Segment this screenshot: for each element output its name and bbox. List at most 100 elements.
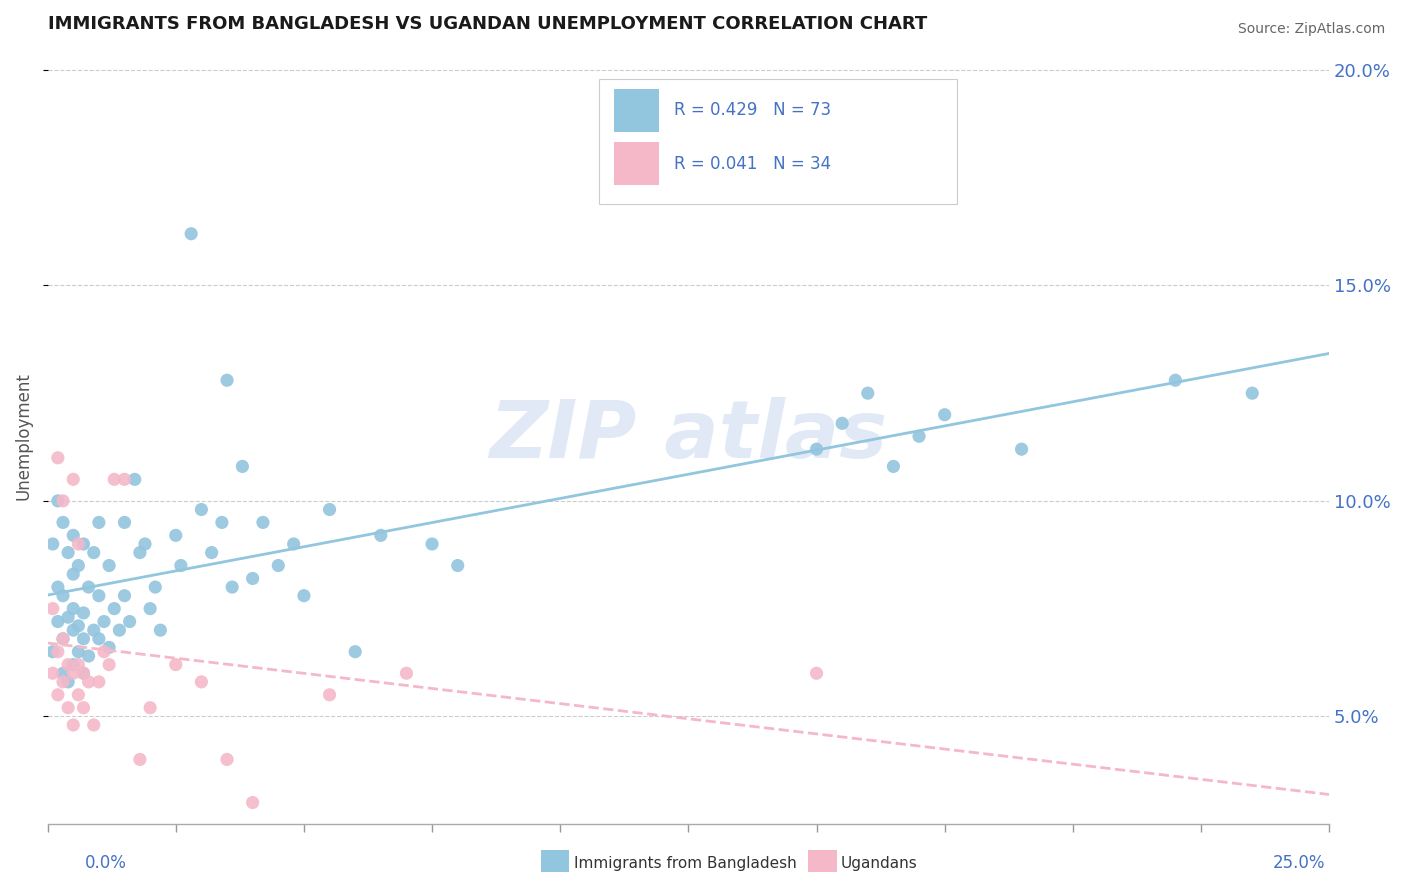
Point (318, 688, 340, 702)
Point (98, 558, 121, 573)
Point (215, 373, 238, 387)
Point (318, 502, 340, 516)
Point (52, 589, 75, 603)
Point (283, 537, 305, 551)
Point (447, 558, 470, 573)
Point (62, 657, 84, 672)
Point (42, 645, 65, 659)
Point (143, 580, 166, 594)
Point (856, 386, 879, 401)
Point (72, 700, 94, 714)
Point (201, 546, 224, 560)
Point (114, 516, 136, 530)
Point (46, 615, 69, 629)
Text: ZIP atlas: ZIP atlas (489, 397, 887, 475)
Point (46, 688, 69, 702)
Point (56, 674, 79, 689)
Point (77, 580, 100, 594)
Point (114, 589, 136, 603)
Point (52, 494, 75, 508)
Bar (614, 143, 659, 185)
Point (87, 632, 110, 646)
Text: Immigrants from Bangladesh: Immigrants from Bangladesh (574, 856, 796, 871)
Point (93, 615, 115, 629)
Point (67, 688, 90, 702)
Point (831, 417, 853, 431)
Point (882, 459, 904, 474)
Point (1241, 386, 1264, 401)
Text: 0.0%: 0.0% (84, 855, 127, 872)
Point (1164, 373, 1187, 387)
Bar (614, 89, 659, 132)
Point (118, 615, 141, 629)
Point (806, 666, 828, 681)
Point (83, 546, 105, 560)
Point (267, 558, 290, 573)
Text: R = 0.429   N = 73: R = 0.429 N = 73 (675, 102, 831, 120)
Point (77, 674, 100, 689)
Text: Ugandans: Ugandans (841, 856, 918, 871)
Point (62, 601, 84, 615)
Text: R = 0.041   N = 34: R = 0.041 N = 34 (675, 154, 831, 173)
Point (934, 408, 956, 422)
Point (242, 796, 264, 810)
Point (211, 516, 233, 530)
Point (190, 674, 212, 689)
Point (128, 752, 150, 766)
Text: 25.0%: 25.0% (1272, 855, 1326, 872)
Point (395, 666, 418, 681)
Point (149, 623, 172, 637)
Point (62, 528, 84, 542)
Point (56, 546, 79, 560)
Point (42, 537, 65, 551)
Text: IMMIGRANTS FROM BANGLADESH VS UGANDAN UNEMPLOYMENT CORRELATION CHART: IMMIGRANTS FROM BANGLADESH VS UGANDAN UN… (48, 15, 927, 33)
Point (103, 601, 125, 615)
Point (98, 640, 121, 655)
Point (98, 657, 121, 672)
Point (72, 606, 94, 620)
Point (52, 666, 75, 681)
Point (52, 632, 75, 646)
Point (139, 700, 162, 714)
Point (908, 429, 931, 443)
Point (190, 502, 212, 516)
Point (165, 657, 187, 672)
Point (62, 623, 84, 637)
Point (134, 537, 156, 551)
Point (46, 494, 69, 508)
Point (62, 718, 84, 732)
Point (62, 472, 84, 486)
Y-axis label: Unemployment: Unemployment (15, 372, 32, 500)
Point (114, 472, 136, 486)
Point (42, 601, 65, 615)
Point (103, 472, 125, 486)
Point (139, 601, 162, 615)
Point (87, 674, 110, 689)
FancyBboxPatch shape (599, 79, 957, 203)
Point (124, 472, 146, 486)
Point (420, 537, 443, 551)
Point (344, 645, 367, 659)
Point (67, 657, 90, 672)
Point (56, 610, 79, 624)
Point (67, 619, 90, 633)
Point (46, 645, 69, 659)
Point (221, 580, 243, 594)
Point (83, 623, 105, 637)
Point (42, 666, 65, 681)
Point (242, 571, 264, 585)
Point (67, 537, 90, 551)
Point (62, 666, 84, 681)
Point (180, 227, 202, 241)
Point (93, 645, 115, 659)
Point (252, 516, 274, 530)
Point (87, 589, 110, 603)
Text: Source: ZipAtlas.com: Source: ZipAtlas.com (1237, 22, 1385, 37)
Point (72, 632, 94, 646)
Point (62, 567, 84, 582)
Point (215, 752, 238, 766)
Point (108, 623, 131, 637)
Point (52, 674, 75, 689)
Point (806, 442, 828, 457)
Point (370, 528, 392, 542)
